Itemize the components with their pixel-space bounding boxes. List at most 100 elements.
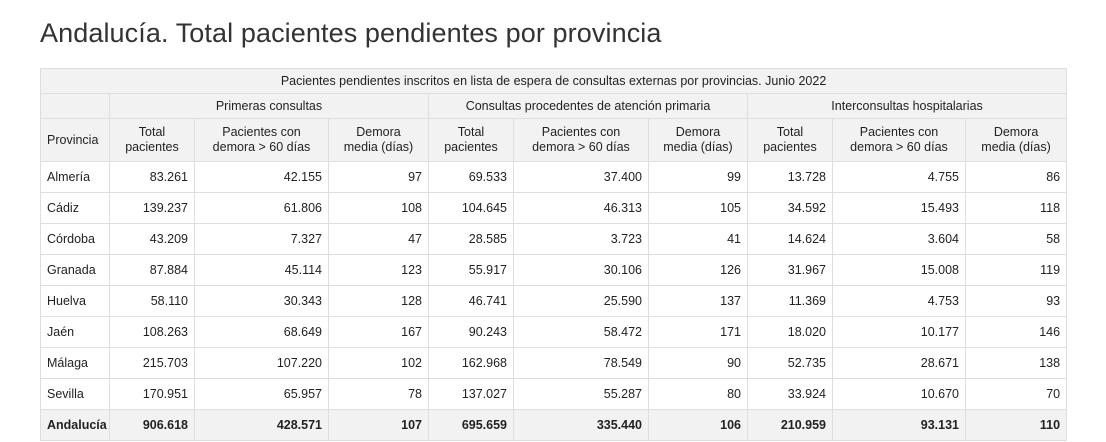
province-cell: Sevilla	[40, 378, 110, 410]
value-cell: 15.008	[832, 254, 966, 286]
value-cell: 210.959	[747, 409, 833, 441]
table-body: Almería 83.261 42.155 97 69.533 37.400 99 13.72…	[40, 161, 1068, 441]
empty-header-cell	[40, 93, 110, 119]
header-line-1: Pacientes con	[859, 125, 939, 139]
header-line-1: Pacientes con	[541, 125, 621, 139]
value-cell: 7.327	[194, 223, 329, 255]
value-cell: 906.618	[109, 409, 195, 441]
table-row: Jaén 108.263 68.649 167 90.243 58.472 171 18.02…	[40, 316, 1068, 348]
value-cell: 65.957	[194, 378, 329, 410]
value-cell: 28.585	[428, 223, 514, 255]
header-line-2: media (días)	[343, 140, 414, 154]
value-cell: 4.753	[832, 285, 966, 317]
value-cell: 87.884	[109, 254, 195, 286]
table-caption: Pacientes pendientes inscritos en lista …	[39, 68, 1068, 94]
table-row: Córdoba 43.209 7.327 47 28.585 3.723 41 14.624 3…	[40, 223, 1068, 255]
header-line-1: Demora	[356, 125, 401, 139]
value-cell: 90.243	[428, 316, 514, 348]
column-header-demora-media: Demora media (días)	[964, 118, 1068, 162]
value-cell: 70	[964, 378, 1068, 410]
value-cell: 126	[648, 254, 748, 286]
value-cell: 119	[964, 254, 1068, 286]
value-cell: 61.806	[194, 192, 329, 224]
value-cell: 99	[648, 161, 748, 193]
value-cell: 25.590	[513, 285, 649, 317]
value-cell: 102	[328, 347, 429, 379]
value-cell: 52.735	[747, 347, 833, 379]
value-cell: 105	[648, 192, 748, 224]
value-cell: 31.967	[747, 254, 833, 286]
page-title: Andalucía. Total pacientes pendientes po…	[40, 18, 662, 48]
column-header-provincia: Provincia	[40, 118, 110, 162]
value-cell: 78.549	[513, 347, 649, 379]
value-cell: 90	[648, 347, 748, 379]
header-line-1: Demora	[993, 125, 1039, 139]
header-line-2: demora > 60 días	[850, 140, 948, 154]
header-line-2: pacientes	[763, 140, 817, 154]
header-line-1: Total	[457, 125, 485, 139]
province-cell: Huelva	[40, 285, 110, 317]
column-header-pacientes-demora-60: Pacientes con demora > 60 días	[513, 118, 649, 162]
value-cell: 108.263	[109, 316, 195, 348]
value-cell: 107	[328, 409, 429, 441]
value-cell: 138	[964, 347, 1068, 379]
value-cell: 128	[328, 285, 429, 317]
group-primeras-consultas: Primeras consultas	[109, 93, 429, 119]
value-cell: 46.741	[428, 285, 514, 317]
column-header-total-pacientes: Total pacientes	[428, 118, 514, 162]
value-cell: 93	[964, 285, 1068, 317]
province-cell: Málaga	[40, 347, 110, 379]
group-atencion-primaria: Consultas procedentes de atención primar…	[428, 93, 748, 119]
value-cell: 58.472	[513, 316, 649, 348]
value-cell: 171	[648, 316, 748, 348]
province-cell: Andalucía	[40, 409, 110, 441]
value-cell: 428.571	[194, 409, 329, 441]
value-cell: 146	[964, 316, 1068, 348]
header-line-2: pacientes	[444, 140, 498, 154]
value-cell: 42.155	[194, 161, 329, 193]
province-cell: Almería	[40, 161, 110, 193]
province-cell: Jaén	[40, 316, 110, 348]
value-cell: 55.287	[513, 378, 649, 410]
province-cell: Granada	[40, 254, 110, 286]
value-cell: 10.177	[832, 316, 966, 348]
value-cell: 137	[648, 285, 748, 317]
value-cell: 13.728	[747, 161, 833, 193]
value-cell: 335.440	[513, 409, 649, 441]
value-cell: 106	[648, 409, 748, 441]
value-cell: 170.951	[109, 378, 195, 410]
column-header-demora-media: Demora media (días)	[328, 118, 429, 162]
table-header: Pacientes pendientes inscritos en lista …	[39, 68, 1068, 162]
column-header-demora-media: Demora media (días)	[648, 118, 748, 162]
value-cell: 30.106	[513, 254, 649, 286]
value-cell: 11.369	[747, 285, 833, 317]
value-cell: 33.924	[747, 378, 833, 410]
value-cell: 107.220	[194, 347, 329, 379]
value-cell: 68.649	[194, 316, 329, 348]
header-line-1: Total	[776, 125, 804, 139]
value-cell: 45.114	[194, 254, 329, 286]
value-cell: 162.968	[428, 347, 514, 379]
province-cell: Cádiz	[40, 192, 110, 224]
column-header-pacientes-demora-60: Pacientes con demora > 60 días	[194, 118, 329, 162]
value-cell: 18.020	[747, 316, 833, 348]
table-row: Sevilla 170.951 65.957 78 137.027 55.287 80 33.…	[40, 378, 1068, 410]
value-cell: 47	[328, 223, 429, 255]
header-line-2: pacientes	[125, 140, 179, 154]
value-cell: 215.703	[109, 347, 195, 379]
value-cell: 93.131	[832, 409, 966, 441]
value-cell: 37.400	[513, 161, 649, 193]
value-cell: 3.723	[513, 223, 649, 255]
value-cell: 104.645	[428, 192, 514, 224]
header-line-1: Demora	[675, 125, 721, 139]
header-line-1: Pacientes con	[222, 125, 301, 139]
value-cell: 28.671	[832, 347, 966, 379]
value-cell: 137.027	[428, 378, 514, 410]
value-cell: 15.493	[832, 192, 966, 224]
table-container: Pacientes pendientes inscritos en lista …	[39, 68, 1068, 441]
table-row: Cádiz 139.237 61.806 108 104.645 46.313 105 34.…	[40, 192, 1068, 224]
value-cell: 80	[648, 378, 748, 410]
table-row: Málaga 215.703 107.220 102 162.968 78.549 90 52…	[40, 347, 1068, 379]
value-cell: 110	[964, 409, 1068, 441]
header-line-2: demora > 60 días	[532, 140, 630, 154]
